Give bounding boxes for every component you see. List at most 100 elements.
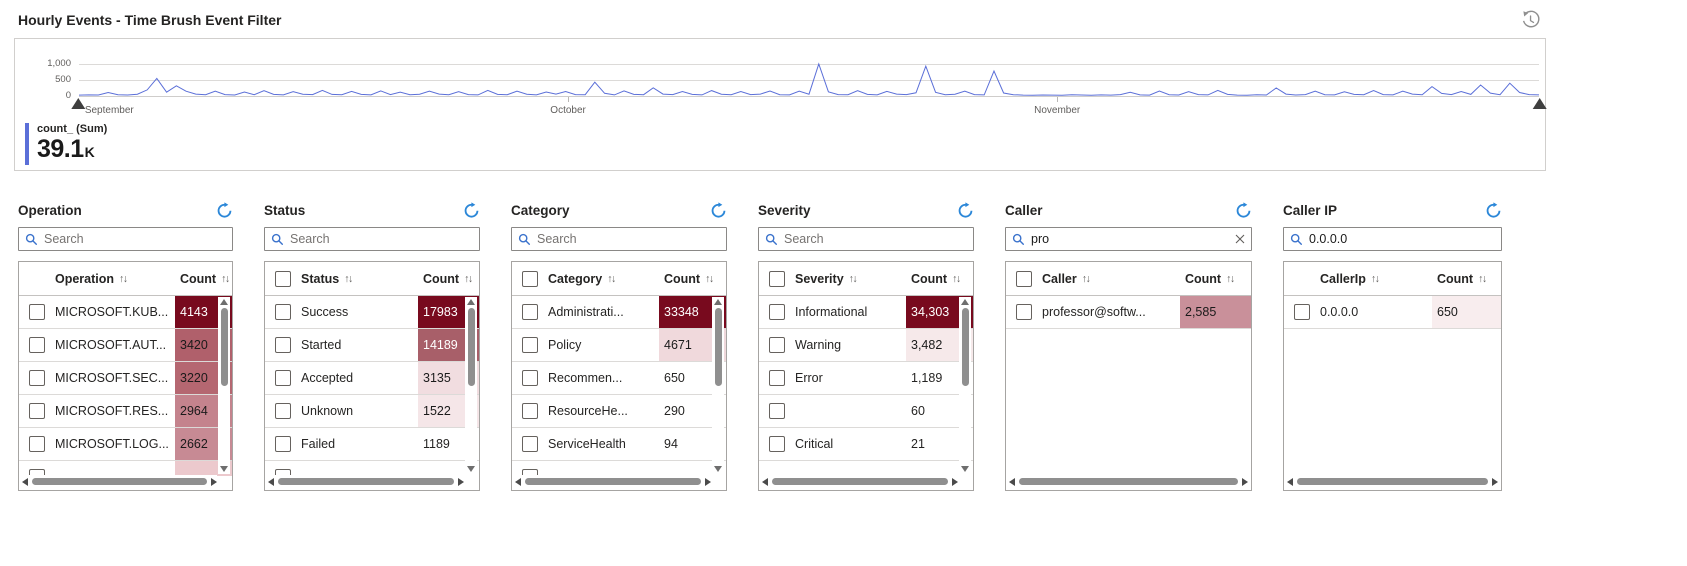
row-checkbox[interactable]	[769, 304, 785, 320]
horizontal-scrollbar[interactable]	[268, 475, 464, 488]
sort-arrows-icon[interactable]: ↑↓	[1370, 272, 1380, 285]
search-input[interactable]	[1031, 232, 1229, 246]
vertical-scroll-thumb[interactable]	[961, 308, 969, 386]
count-column-header[interactable]: Count	[911, 271, 948, 286]
table-row[interactable]	[19, 461, 232, 476]
row-checkbox[interactable]	[29, 370, 45, 386]
horizontal-scrollbar[interactable]	[22, 475, 217, 488]
search-input[interactable]	[1309, 232, 1495, 246]
reset-filter-icon[interactable]	[463, 201, 480, 219]
sort-arrows-icon[interactable]: ↑↓	[221, 272, 230, 285]
table-row[interactable]	[265, 461, 479, 476]
select-all-checkbox[interactable]	[769, 270, 785, 287]
count-column-header[interactable]: Count	[664, 271, 701, 286]
table-row[interactable]: ServiceHealth 94	[512, 428, 726, 461]
row-checkbox[interactable]	[29, 337, 45, 353]
vertical-scroll-thumb[interactable]	[714, 308, 722, 386]
table-row[interactable]: Recommen... 650	[512, 362, 726, 395]
scroll-left-icon[interactable]	[1287, 477, 1293, 486]
sort-arrows-icon[interactable]: ↑↓	[952, 272, 961, 285]
row-checkbox[interactable]	[275, 469, 291, 476]
row-checkbox[interactable]	[522, 370, 538, 386]
horizontal-scroll-thumb[interactable]	[525, 478, 701, 485]
table-row[interactable]: Unknown 1522	[265, 395, 479, 428]
vertical-scrollbar[interactable]	[465, 297, 477, 474]
count-column-header[interactable]: Count	[180, 271, 217, 286]
horizontal-scroll-thumb[interactable]	[32, 478, 207, 485]
scroll-left-icon[interactable]	[1009, 477, 1015, 486]
reset-filter-icon[interactable]	[710, 201, 727, 219]
table-row[interactable]: Critical 21	[759, 428, 973, 461]
horizontal-scroll-thumb[interactable]	[1019, 478, 1238, 485]
table-row[interactable]: professor@softw... 2,585	[1006, 296, 1251, 329]
count-column-header[interactable]: Count	[423, 271, 460, 286]
search-input[interactable]	[44, 232, 226, 246]
table-row[interactable]: Failed 1189	[265, 428, 479, 461]
table-row[interactable]: MICROSOFT.LOG... 2662	[19, 428, 232, 461]
search-input[interactable]	[290, 232, 473, 246]
row-checkbox[interactable]	[522, 436, 538, 452]
row-checkbox[interactable]	[29, 469, 45, 476]
row-checkbox[interactable]	[769, 436, 785, 452]
reset-filter-icon[interactable]	[216, 201, 233, 219]
table-row[interactable]: Error 1,189	[759, 362, 973, 395]
sort-arrows-icon[interactable]: ↑↓	[1081, 272, 1091, 285]
label-column-header[interactable]: CallerIp	[1320, 271, 1366, 286]
row-checkbox[interactable]	[29, 403, 45, 419]
scroll-down-icon[interactable]	[714, 466, 722, 472]
brush-plot-area[interactable]: September October November	[71, 47, 1547, 117]
label-column-header[interactable]: Operation	[55, 271, 115, 286]
table-row[interactable]: ResourceHe... 290	[512, 395, 726, 428]
vertical-scrollbar[interactable]	[959, 297, 971, 474]
vertical-scrollbar[interactable]	[712, 297, 724, 474]
sort-arrows-icon[interactable]: ↑↓	[464, 272, 473, 285]
row-checkbox[interactable]	[522, 337, 538, 353]
history-clock-icon[interactable]	[1519, 9, 1541, 31]
row-checkbox[interactable]	[522, 469, 538, 476]
table-row[interactable]: Success 17983	[265, 296, 479, 329]
scroll-right-icon[interactable]	[705, 477, 711, 486]
label-column-header[interactable]: Status	[301, 271, 340, 286]
horizontal-scroll-thumb[interactable]	[772, 478, 948, 485]
vertical-scrollbar[interactable]	[218, 297, 230, 474]
label-column-header[interactable]: Category	[548, 271, 603, 286]
brush-handle-left[interactable]	[71, 98, 86, 109]
scroll-up-icon[interactable]	[220, 299, 228, 305]
scroll-right-icon[interactable]	[1492, 477, 1498, 486]
table-row[interactable]: Accepted 3135	[265, 362, 479, 395]
table-row[interactable]: MICROSOFT.RES... 2964	[19, 395, 232, 428]
reset-filter-icon[interactable]	[1235, 201, 1252, 219]
scroll-up-icon[interactable]	[961, 299, 969, 305]
row-checkbox[interactable]	[29, 436, 45, 452]
row-checkbox[interactable]	[275, 436, 291, 452]
scroll-left-icon[interactable]	[268, 477, 274, 486]
sort-arrows-icon[interactable]: ↑↓	[705, 272, 714, 285]
scroll-up-icon[interactable]	[714, 299, 722, 305]
table-row[interactable]: Policy 4671	[512, 329, 726, 362]
row-checkbox[interactable]	[275, 403, 291, 419]
row-checkbox[interactable]	[522, 403, 538, 419]
row-checkbox[interactable]	[769, 403, 785, 419]
reset-filter-icon[interactable]	[1485, 201, 1502, 219]
row-checkbox[interactable]	[1294, 304, 1310, 320]
sort-arrows-icon[interactable]: ↑↓	[848, 272, 858, 285]
table-row[interactable]: Started 14189	[265, 329, 479, 362]
table-row[interactable]: MICROSOFT.AUT... 3420	[19, 329, 232, 362]
search-input[interactable]	[537, 232, 720, 246]
scroll-left-icon[interactable]	[22, 477, 28, 486]
search-input[interactable]	[784, 232, 967, 246]
sort-arrows-icon[interactable]: ↑↓	[1478, 272, 1487, 285]
select-all-checkbox[interactable]	[522, 270, 538, 287]
row-checkbox[interactable]	[769, 337, 785, 353]
sort-arrows-icon[interactable]: ↑↓	[607, 272, 616, 285]
horizontal-scrollbar[interactable]	[1009, 475, 1248, 488]
count-column-header[interactable]: Count	[1437, 271, 1474, 286]
scroll-down-icon[interactable]	[961, 466, 969, 472]
table-row[interactable]: 0.0.0.0 650	[1284, 296, 1501, 329]
horizontal-scrollbar[interactable]	[515, 475, 711, 488]
sort-arrows-icon[interactable]: ↑↓	[344, 272, 353, 285]
clear-search-icon[interactable]	[1235, 234, 1245, 244]
scroll-right-icon[interactable]	[952, 477, 958, 486]
label-column-header[interactable]: Severity	[795, 271, 844, 286]
row-checkbox[interactable]	[275, 370, 291, 386]
